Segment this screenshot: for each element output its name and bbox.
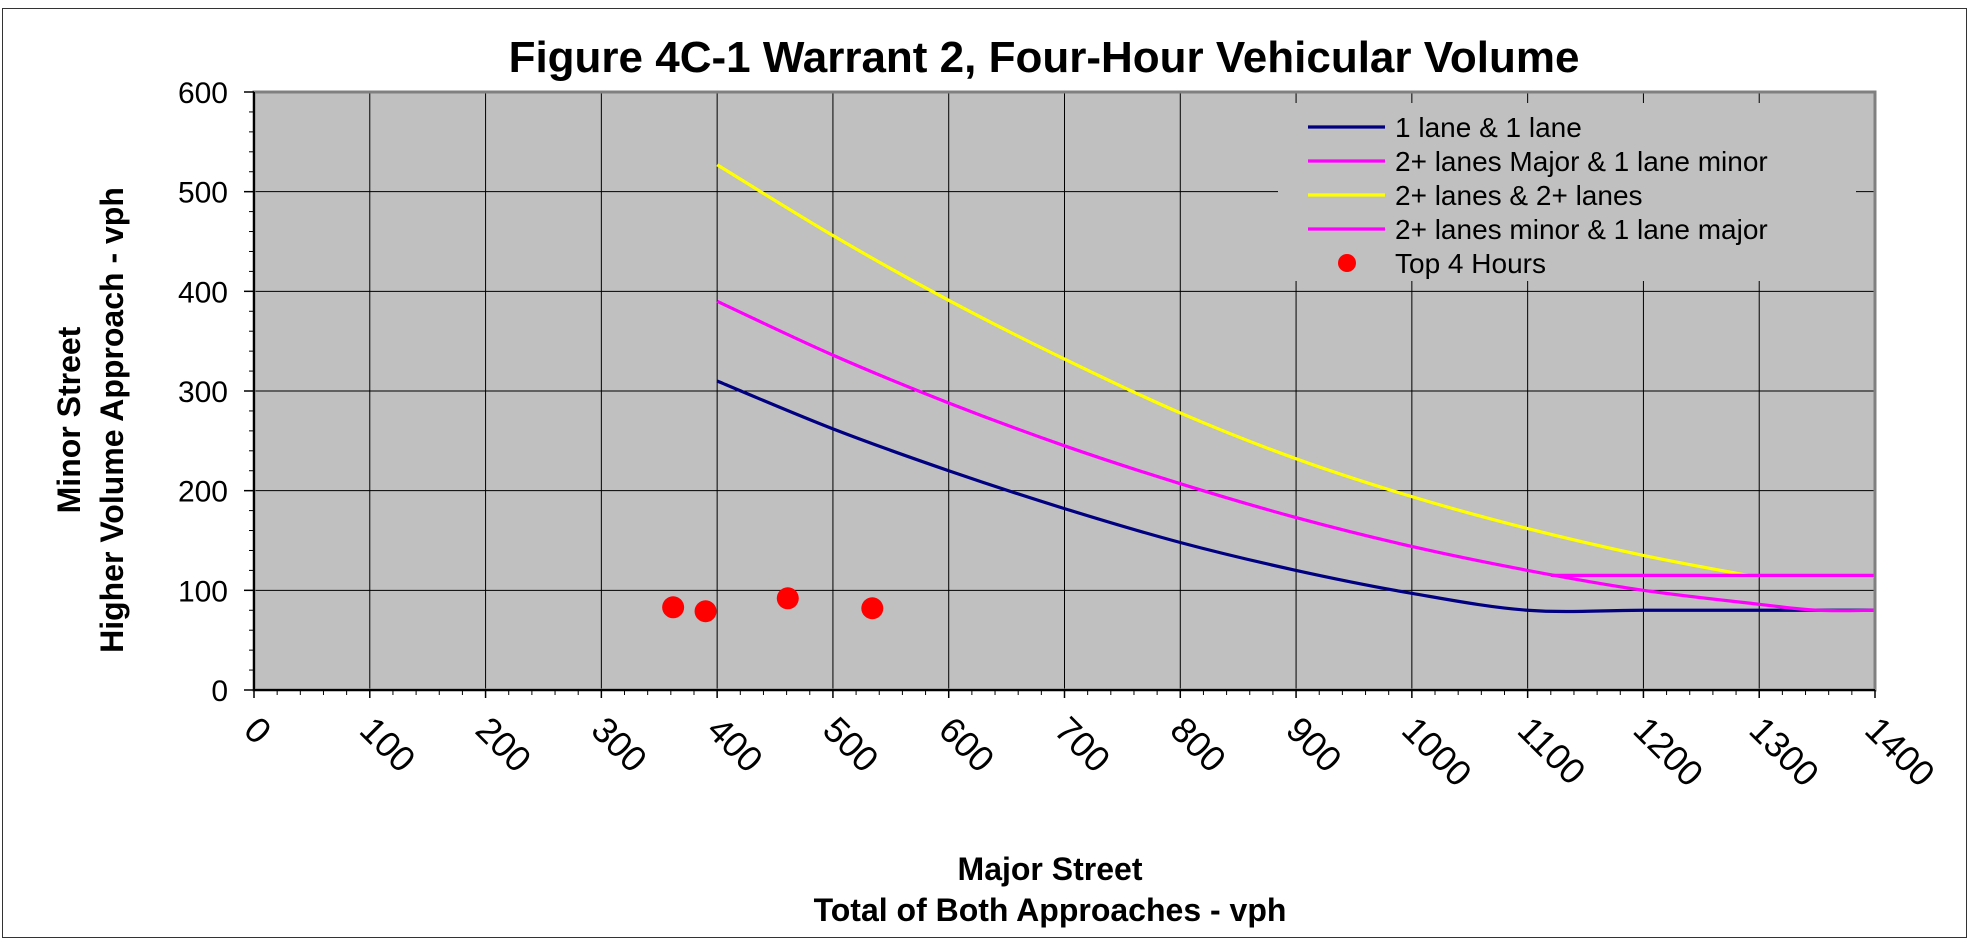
y-axis-title-line1: Minor Street (51, 326, 87, 513)
x-tick-label: 200 (468, 709, 539, 780)
y-tick-label: 600 (178, 77, 228, 110)
chart-title: Figure 4C-1 Warrant 2, Four-Hour Vehicul… (509, 33, 1580, 82)
data-point (861, 597, 884, 620)
series-lines (716, 163, 1876, 614)
legend-label-points: Top 4 Hours (1395, 248, 1546, 279)
x-tick-label: 1400 (1857, 709, 1943, 795)
legend-box (1278, 103, 1856, 281)
y-tick-label: 0 (211, 675, 228, 708)
x-tick-label: 1200 (1626, 709, 1712, 795)
x-tick-label: 500 (815, 709, 886, 780)
legend-label-3: 2+ lanes & 2+ lanes (1395, 180, 1643, 211)
legend-label-4: 2+ lanes minor & 1 lane major (1395, 214, 1768, 245)
y-tick-label: 200 (178, 476, 228, 509)
series-line-3 (716, 163, 1748, 577)
legend-label-2: 2+ lanes Major & 1 lane minor (1395, 146, 1768, 177)
x-tick-label: 1300 (1742, 709, 1828, 795)
y-tick-label: 500 (178, 177, 228, 210)
y-axis-title-line2: Higher Volume Approach - vph (94, 187, 130, 653)
y-tick-label: 400 (178, 276, 228, 309)
y-tick-label: 100 (178, 575, 228, 608)
legend-label-1: 1 lane & 1 lane (1395, 112, 1582, 143)
x-tick-label: 100 (352, 709, 423, 780)
x-tick-labels: 0 100 200 300 400 500 600 700 800 900 1000 1100 1200… (236, 709, 1943, 795)
scatter-points (662, 587, 884, 623)
y-tick-label: 300 (178, 376, 228, 409)
x-tick-label: 700 (1047, 709, 1118, 780)
data-point (694, 600, 717, 623)
x-tick-label: 400 (699, 709, 770, 780)
series-line-2 (716, 299, 1876, 613)
legend-swatch-points (1338, 254, 1356, 272)
data-point (776, 587, 799, 610)
axes (244, 91, 1876, 698)
x-tick-label: 1100 (1510, 709, 1594, 793)
data-point (662, 596, 685, 619)
x-axis-title-line1: Major Street (958, 851, 1143, 887)
x-tick-label: 1000 (1394, 709, 1480, 795)
series-line-1 (716, 379, 1875, 614)
y-tick-labels: 0 100 200 300 400 500 600 (178, 77, 228, 708)
x-tick-label: 800 (1163, 709, 1234, 780)
x-tick-label: 900 (1278, 709, 1349, 780)
x-tick-label: 300 (584, 709, 655, 780)
x-axis-title-line2: Total of Both Approaches - vph (814, 892, 1287, 928)
x-tick-label: 600 (931, 709, 1002, 780)
x-tick-label: 0 (236, 709, 279, 752)
